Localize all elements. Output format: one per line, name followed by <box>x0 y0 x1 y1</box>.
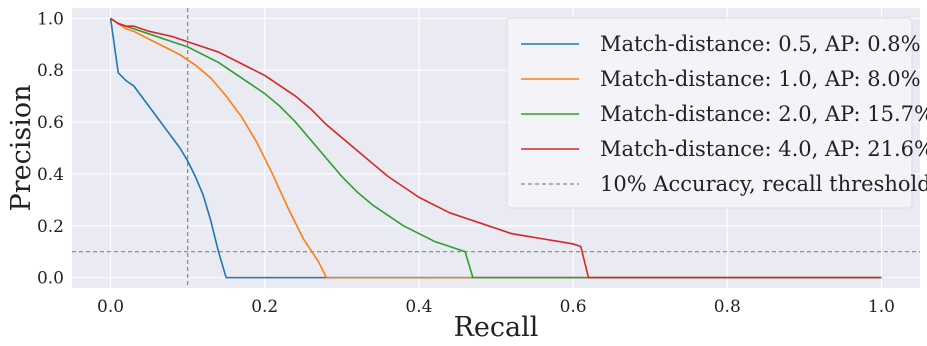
y-tick-label: 0.6 <box>37 113 64 133</box>
legend-label-4: Match-distance: 4.0, AP: 21.6% <box>600 137 927 161</box>
y-axis-label: Precision <box>6 85 37 212</box>
x-tick-label: 0.0 <box>97 297 124 317</box>
legend-label-5: 10% Accuracy, recall threshold <box>600 172 927 196</box>
series-lines <box>109 17 882 279</box>
y-tick-labels: 0.0 0.2 0.4 0.6 0.8 1.0 <box>37 9 64 288</box>
x-tick-label: 0.8 <box>714 297 741 317</box>
y-tick-label: 1.0 <box>37 9 64 29</box>
x-tick-label: 0.6 <box>560 297 587 317</box>
x-tick-label: 0.4 <box>405 297 432 317</box>
legend-label-1: Match-distance: 0.5, AP: 0.8% <box>600 32 921 56</box>
y-tick-label: 0.0 <box>37 269 64 289</box>
y-tick-label: 0.8 <box>37 61 64 81</box>
series-line-2 <box>110 17 882 279</box>
series-line-4 <box>110 17 882 279</box>
series-line-3 <box>110 17 882 279</box>
legend-label-2: Match-distance: 1.0, AP: 8.0% <box>600 67 921 91</box>
x-tick-label: 0.2 <box>251 297 278 317</box>
legend-label-3: Match-distance: 2.0, AP: 15.7% <box>600 102 927 126</box>
x-tick-labels: 0.0 0.2 0.4 0.6 0.8 1.0 <box>97 297 895 317</box>
y-tick-label: 0.2 <box>37 217 64 237</box>
legend: Match-distance: 0.5, AP: 0.8% Match-dista… <box>506 17 927 209</box>
y-tick-label: 0.4 <box>37 165 64 185</box>
x-tick-label: 1.0 <box>868 297 895 317</box>
reference-lines <box>72 8 920 288</box>
legend-box <box>506 17 913 209</box>
x-axis-label: Recall <box>454 312 539 343</box>
